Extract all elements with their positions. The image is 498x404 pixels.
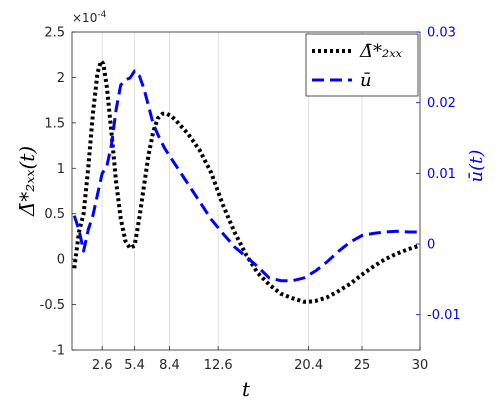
right-y-tick-label: 0.01 <box>427 167 456 182</box>
x-tick-label: 5.4 <box>124 358 145 373</box>
left-y-tick-label: -1 <box>52 344 65 359</box>
x-tick-label: 30 <box>412 358 429 373</box>
x-tick-label: 2.6 <box>92 358 113 373</box>
right-y-tick-label: 0 <box>427 238 435 253</box>
x-tick-label: 20.4 <box>294 358 323 373</box>
series-line-u <box>72 69 420 283</box>
legend-label-delta: Δ̄*₂ₓₓ <box>359 41 403 62</box>
plot-frame <box>71 31 421 351</box>
left-y-tick-label: 2 <box>57 71 65 86</box>
right-y-tick-label: -0.01 <box>427 308 461 323</box>
left-axis-exponent: ×10-4 <box>72 10 107 25</box>
left-y-tick-label: 0 <box>57 253 65 268</box>
x-tick-label: 25 <box>354 358 371 373</box>
left-y-tick-label: 1 <box>57 162 65 177</box>
x-axis-label: t <box>242 377 251 401</box>
right-y-tick-label: 0.02 <box>427 96 456 111</box>
legend: Δ̄*₂ₓₓ ū <box>305 33 419 97</box>
x-tick-label: 12.6 <box>204 358 233 373</box>
series-line-delta <box>72 59 421 304</box>
series-layer <box>72 59 421 304</box>
x-tick-label: 8.4 <box>159 358 180 373</box>
left-y-axis-label: Δ̄*₂ₓₓ(t) <box>15 146 39 217</box>
left-y-tick-label: 2.5 <box>44 26 65 41</box>
tick-marks <box>72 31 421 351</box>
legend-box <box>305 33 419 97</box>
left-y-tick-label: -0.5 <box>40 298 65 313</box>
legend-label-u: ū <box>360 70 372 91</box>
left-y-tick-label: 1.5 <box>44 116 65 131</box>
right-y-axis-label: ū(t) <box>466 150 487 183</box>
tick-labels: 2.6 5.4 8.4 12.6 20.4 25 30 -1 -0.5 0 0.5 1 1.5 2 2.5 -… <box>40 26 461 374</box>
right-y-tick-label: 0.03 <box>427 26 456 41</box>
left-y-tick-label: 0.5 <box>44 207 65 222</box>
